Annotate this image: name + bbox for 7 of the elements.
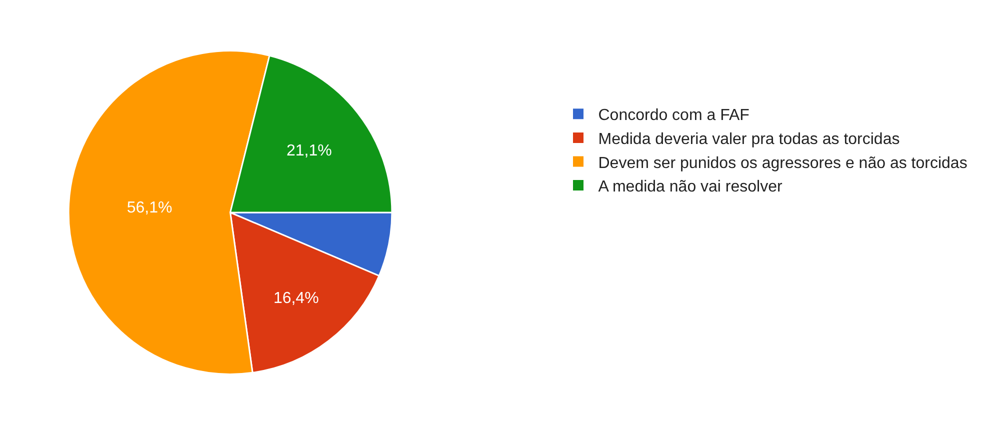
data-label: 21,1% xyxy=(286,142,332,160)
legend-label: A medida não vai resolver xyxy=(598,178,784,196)
data-label: 16,4% xyxy=(273,290,319,308)
legend-label: Devem ser punidos os agressores e não as torcidas xyxy=(598,154,968,172)
legend-label: Medida deveria valer pra todas as torcidas xyxy=(598,130,900,148)
legend-label: Concordo com a FAF xyxy=(598,107,750,124)
data-label: 56,1% xyxy=(126,200,172,217)
